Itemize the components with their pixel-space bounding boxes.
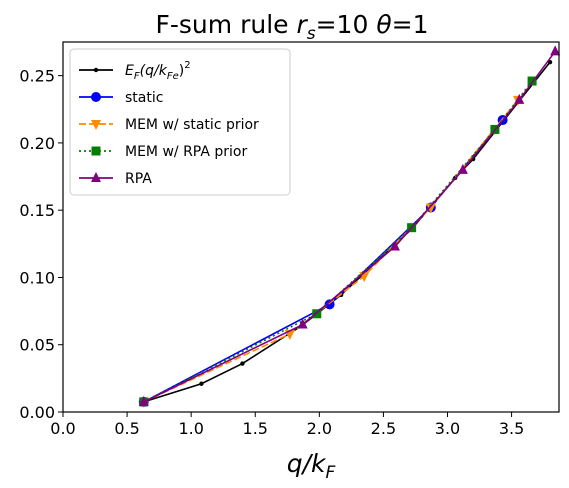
legend-marker [91,92,101,102]
x-axis-ticks: 0.0 0.5 1.0 1.5 2.0 2.5 3.0 3.5 [50,412,524,438]
data-point [312,309,322,319]
series-layer [138,45,561,408]
legend-label-part: ) [179,63,184,79]
y-tick-label: 0.20 [19,134,55,153]
data-point [550,45,561,56]
series-triangle-up [138,45,561,406]
title-theta-symbol: θ [376,10,391,39]
x-tick-label: 3.5 [499,419,524,438]
legend-label: EF(q/kFe)2 [125,60,191,82]
series-line [143,80,533,403]
data-point [514,93,525,104]
legend: EF(q/kFe)2 static MEM w/ static prior MEM w… [69,48,291,196]
legend-entry: RPA [79,171,152,187]
legend-marker [91,120,101,130]
legend-label: MEM w/ static prior [125,117,259,133]
x-label-subscript: F [326,463,336,483]
x-tick-label: 1.0 [178,419,203,438]
legend-label: static [125,90,163,106]
title-prefix: F-sum rule [156,10,297,39]
y-tick-label: 0.05 [19,336,55,355]
data-point [527,76,537,86]
title-rs-value: =10 [316,10,377,39]
title-rs-subscript: s [307,24,316,44]
title-rs-symbol: r [296,10,308,39]
legend-label-part: E [125,63,134,79]
x-tick-label: 2.5 [371,419,396,438]
legend-label-part: 2 [184,60,190,71]
legend-label-part: F [134,71,140,82]
legend-entry: EF(q/kFe)2 [79,60,191,82]
data-point [425,203,436,214]
data-point [389,240,400,251]
data-point [457,163,468,174]
y-tick-label: 0.00 [19,403,55,422]
x-tick-label: 0.0 [50,419,75,438]
legend-entry: MEM w/ RPA prior [79,144,247,160]
legend-entry: MEM w/ static prior [79,117,259,133]
legend-marker [91,146,101,156]
plot-frame [62,41,560,413]
x-tick-label: 3.0 [435,419,460,438]
x-tick-label: 0.5 [114,419,139,438]
y-tick-label: 0.15 [19,201,55,220]
data-point [240,361,245,366]
legend-marker [91,172,101,182]
legend-entry: static [79,90,163,106]
legend-label: MEM w/ RPA prior [125,144,247,160]
legend-marker [93,67,99,73]
y-tick-label: 0.10 [19,268,55,287]
legend-label-part: (q/k [140,63,168,79]
x-axis-label: q/kF [287,449,336,483]
series-line [143,50,556,403]
chart-title: F-sum rule rs=10 θ=1 [156,10,429,44]
x-tick-label: 2.0 [307,419,332,438]
title-theta-value: =1 [392,10,429,39]
y-axis-ticks: 0.00 0.05 0.10 0.15 0.20 0.25 [19,67,63,422]
x-tick-label: 1.5 [243,419,268,438]
data-point [138,395,149,406]
data-point [297,318,308,329]
y-tick-label: 0.25 [19,67,55,86]
legend-box [69,48,291,196]
legend-label: RPA [125,171,152,187]
x-label-main: q/k [287,449,327,478]
legend-label-part: Fe [167,71,179,82]
data-point [199,381,204,386]
